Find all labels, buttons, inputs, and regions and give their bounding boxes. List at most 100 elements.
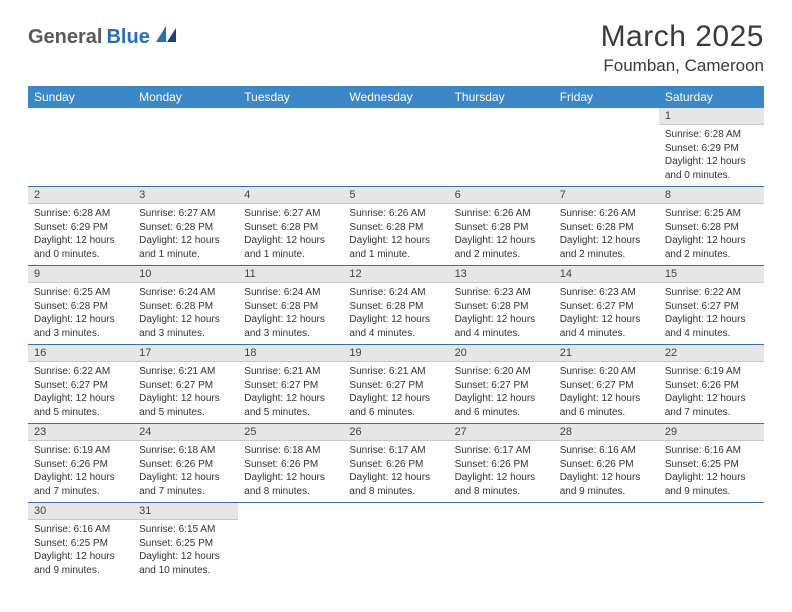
day-detail-line: Daylight: 12 hours <box>349 471 442 485</box>
day-number: 30 <box>28 503 133 520</box>
day-detail-line: and 4 minutes. <box>455 327 548 341</box>
calendar-cell: 26Sunrise: 6:17 AMSunset: 6:26 PMDayligh… <box>343 424 448 503</box>
calendar-cell: 21Sunrise: 6:20 AMSunset: 6:27 PMDayligh… <box>554 345 659 424</box>
day-detail-line: Daylight: 12 hours <box>139 234 232 248</box>
day-details: Sunrise: 6:25 AMSunset: 6:28 PMDaylight:… <box>659 204 764 265</box>
location: Foumban, Cameroon <box>601 56 764 76</box>
day-detail-line: and 4 minutes. <box>349 327 442 341</box>
day-detail-line: Sunrise: 6:23 AM <box>455 286 548 300</box>
calendar-cell: 4Sunrise: 6:27 AMSunset: 6:28 PMDaylight… <box>238 187 343 266</box>
day-details: Sunrise: 6:21 AMSunset: 6:27 PMDaylight:… <box>238 362 343 423</box>
day-detail-line: Sunrise: 6:27 AM <box>244 207 337 221</box>
calendar-cell: 25Sunrise: 6:18 AMSunset: 6:26 PMDayligh… <box>238 424 343 503</box>
day-detail-line: Sunrise: 6:21 AM <box>349 365 442 379</box>
day-number: 11 <box>238 266 343 283</box>
day-detail-line: Daylight: 12 hours <box>34 234 127 248</box>
day-detail-line: and 9 minutes. <box>34 564 127 578</box>
day-detail-line: and 0 minutes. <box>665 169 758 183</box>
day-detail-line: Sunset: 6:27 PM <box>139 379 232 393</box>
calendar-cell <box>343 108 448 187</box>
day-number: 20 <box>449 345 554 362</box>
day-detail-line: Sunrise: 6:20 AM <box>455 365 548 379</box>
day-detail-line: Sunset: 6:28 PM <box>139 221 232 235</box>
calendar-cell <box>133 108 238 187</box>
day-detail-line: Sunset: 6:28 PM <box>349 300 442 314</box>
day-detail-line: Sunset: 6:26 PM <box>244 458 337 472</box>
calendar-cell: 9Sunrise: 6:25 AMSunset: 6:28 PMDaylight… <box>28 266 133 345</box>
day-number: 28 <box>554 424 659 441</box>
day-detail-line: Daylight: 12 hours <box>34 392 127 406</box>
day-detail-line: Sunset: 6:27 PM <box>349 379 442 393</box>
day-detail-line: Sunrise: 6:25 AM <box>665 207 758 221</box>
day-details: Sunrise: 6:22 AMSunset: 6:27 PMDaylight:… <box>28 362 133 423</box>
day-detail-line: and 2 minutes. <box>665 248 758 262</box>
day-details: Sunrise: 6:17 AMSunset: 6:26 PMDaylight:… <box>449 441 554 502</box>
calendar-cell: 5Sunrise: 6:26 AMSunset: 6:28 PMDaylight… <box>343 187 448 266</box>
day-detail-line: Daylight: 12 hours <box>455 234 548 248</box>
day-detail-line: Daylight: 12 hours <box>349 234 442 248</box>
calendar-cell: 3Sunrise: 6:27 AMSunset: 6:28 PMDaylight… <box>133 187 238 266</box>
day-number: 2 <box>28 187 133 204</box>
day-detail-line: Sunset: 6:28 PM <box>349 221 442 235</box>
day-detail-line: Daylight: 12 hours <box>139 550 232 564</box>
day-details: Sunrise: 6:25 AMSunset: 6:28 PMDaylight:… <box>28 283 133 344</box>
calendar-cell: 27Sunrise: 6:17 AMSunset: 6:26 PMDayligh… <box>449 424 554 503</box>
calendar-table: Sunday Monday Tuesday Wednesday Thursday… <box>28 86 764 581</box>
day-detail-line: Sunrise: 6:28 AM <box>665 128 758 142</box>
calendar-cell: 29Sunrise: 6:16 AMSunset: 6:25 PMDayligh… <box>659 424 764 503</box>
day-detail-line: and 9 minutes. <box>560 485 653 499</box>
calendar-cell: 24Sunrise: 6:18 AMSunset: 6:26 PMDayligh… <box>133 424 238 503</box>
day-detail-line: and 8 minutes. <box>349 485 442 499</box>
calendar-cell: 18Sunrise: 6:21 AMSunset: 6:27 PMDayligh… <box>238 345 343 424</box>
day-details: Sunrise: 6:16 AMSunset: 6:25 PMDaylight:… <box>28 520 133 581</box>
day-number: 14 <box>554 266 659 283</box>
calendar-cell: 22Sunrise: 6:19 AMSunset: 6:26 PMDayligh… <box>659 345 764 424</box>
day-details: Sunrise: 6:18 AMSunset: 6:26 PMDaylight:… <box>238 441 343 502</box>
day-detail-line: Sunrise: 6:24 AM <box>139 286 232 300</box>
day-detail-line: Sunrise: 6:17 AM <box>455 444 548 458</box>
calendar-cell <box>449 108 554 187</box>
day-number: 1 <box>659 108 764 125</box>
day-detail-line: Sunrise: 6:28 AM <box>34 207 127 221</box>
day-details: Sunrise: 6:19 AMSunset: 6:26 PMDaylight:… <box>28 441 133 502</box>
day-details: Sunrise: 6:16 AMSunset: 6:25 PMDaylight:… <box>659 441 764 502</box>
day-detail-line: and 7 minutes. <box>665 406 758 420</box>
day-details: Sunrise: 6:26 AMSunset: 6:28 PMDaylight:… <box>343 204 448 265</box>
day-detail-line: Daylight: 12 hours <box>244 313 337 327</box>
day-detail-line: Sunrise: 6:25 AM <box>34 286 127 300</box>
day-detail-line: and 0 minutes. <box>34 248 127 262</box>
day-number: 21 <box>554 345 659 362</box>
weekday-header: Thursday <box>449 86 554 108</box>
calendar-cell <box>343 503 448 582</box>
calendar-week-row: 1Sunrise: 6:28 AMSunset: 6:29 PMDaylight… <box>28 108 764 187</box>
day-detail-line: Sunset: 6:28 PM <box>244 221 337 235</box>
weekday-header-row: Sunday Monday Tuesday Wednesday Thursday… <box>28 86 764 108</box>
day-details: Sunrise: 6:18 AMSunset: 6:26 PMDaylight:… <box>133 441 238 502</box>
calendar-cell <box>554 503 659 582</box>
day-detail-line: Sunrise: 6:16 AM <box>665 444 758 458</box>
day-detail-line: Sunset: 6:28 PM <box>560 221 653 235</box>
day-number: 12 <box>343 266 448 283</box>
day-detail-line: and 1 minute. <box>244 248 337 262</box>
day-details: Sunrise: 6:21 AMSunset: 6:27 PMDaylight:… <box>343 362 448 423</box>
day-number: 22 <box>659 345 764 362</box>
day-number: 3 <box>133 187 238 204</box>
day-details: Sunrise: 6:20 AMSunset: 6:27 PMDaylight:… <box>554 362 659 423</box>
day-detail-line: Sunset: 6:26 PM <box>560 458 653 472</box>
day-detail-line: Sunrise: 6:19 AM <box>665 365 758 379</box>
weekday-header: Wednesday <box>343 86 448 108</box>
day-number: 24 <box>133 424 238 441</box>
weekday-header: Tuesday <box>238 86 343 108</box>
logo-text-general: General <box>28 26 102 49</box>
day-detail-line: and 7 minutes. <box>139 485 232 499</box>
day-details: Sunrise: 6:23 AMSunset: 6:28 PMDaylight:… <box>449 283 554 344</box>
day-detail-line: Sunrise: 6:20 AM <box>560 365 653 379</box>
day-detail-line: Sunset: 6:27 PM <box>560 379 653 393</box>
calendar-week-row: 30Sunrise: 6:16 AMSunset: 6:25 PMDayligh… <box>28 503 764 582</box>
day-number: 15 <box>659 266 764 283</box>
day-details: Sunrise: 6:19 AMSunset: 6:26 PMDaylight:… <box>659 362 764 423</box>
day-detail-line: Daylight: 12 hours <box>455 313 548 327</box>
day-detail-line: Sunrise: 6:21 AM <box>139 365 232 379</box>
day-detail-line: and 8 minutes. <box>244 485 337 499</box>
calendar-week-row: 16Sunrise: 6:22 AMSunset: 6:27 PMDayligh… <box>28 345 764 424</box>
